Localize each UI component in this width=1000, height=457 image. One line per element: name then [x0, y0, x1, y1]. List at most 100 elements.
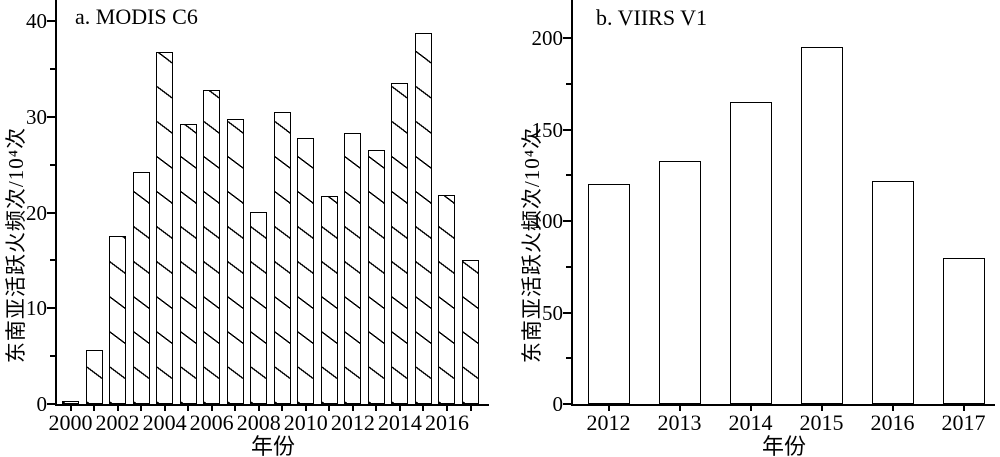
panel-a-y-tick-label: 20 — [26, 200, 47, 225]
panel-b-bar-2013 — [658, 160, 701, 404]
panel-a-x-tick — [445, 406, 448, 411]
panel-b-y-major-tick — [563, 403, 571, 405]
panel-b-y-minor-tick — [566, 357, 571, 360]
panel-a-x-tick — [163, 406, 166, 411]
panel-b-y-minor-tick — [566, 174, 571, 177]
panel-b-y-minor-tick — [566, 265, 571, 268]
panel-a-x-tick — [304, 406, 307, 411]
panel-a-y-minor-tick — [50, 163, 55, 166]
panel-a-bar-2003 — [132, 172, 150, 404]
panel-a-bar-2004 — [156, 51, 174, 404]
panel-a-bar-2000 — [62, 401, 79, 404]
panel-a-bar-2011 — [320, 196, 338, 404]
panel-a-x-tick-label: 2004 — [142, 410, 187, 435]
panel-a-x-tick — [375, 406, 378, 411]
panel-a-x-tick-label: 2014 — [377, 410, 422, 435]
panel-b-x-tick — [607, 406, 610, 411]
panel-a-x-tick-label: 2010 — [283, 410, 328, 435]
panel-b-y-major-tick — [563, 128, 571, 131]
panel-a-bar-2009 — [273, 111, 291, 404]
panel-b-y-major-tick — [563, 220, 571, 222]
panel-b-x-axis-line — [571, 404, 995, 406]
panel-a-x-tick — [422, 406, 425, 411]
panel-a-y-tick-label: 0 — [36, 392, 48, 416]
panel-b-x-tick-label: 2016 — [870, 410, 915, 435]
panel-a-x-axis-line — [55, 404, 489, 406]
panel-a-x-tick — [257, 406, 260, 411]
panel-b-y-tick-label: 50 — [542, 300, 563, 325]
panel-b-y-tick-label: 0 — [552, 392, 564, 416]
panel-a-x-tick-label: 2006 — [189, 410, 234, 435]
panel-a-y-major-tick — [47, 211, 55, 214]
panel-a-y-minor-tick — [50, 67, 55, 70]
panel-b-y-minor-tick — [566, 82, 571, 85]
panel-a-bar-2013 — [367, 150, 385, 404]
panel-b-x-tick-label: 2017 — [941, 410, 986, 435]
panel-a-y-major-tick — [47, 20, 55, 22]
panel-b-x-tick — [820, 406, 823, 411]
panel-b-title: b. VIIRS V1 — [596, 5, 708, 30]
panel-a-bar-2016 — [438, 195, 456, 404]
panel-a-x-tick-label: 2002 — [95, 410, 140, 435]
panel-b-bar-2012 — [587, 184, 630, 404]
panel-a-bar-2012 — [344, 133, 362, 404]
panel-a-bar-2002 — [109, 236, 127, 404]
panel-a-bar-2017 — [462, 260, 479, 404]
panel-a-x-tick — [281, 406, 284, 411]
panel-a-bar-2008 — [250, 211, 268, 404]
panel-b-x-tick — [749, 406, 752, 411]
panel-a-x-tick — [187, 406, 190, 411]
panel-a-x-tick-label: 2016 — [424, 410, 469, 435]
panel-a-x-tick — [210, 406, 213, 411]
panel-a-y-major-tick — [47, 115, 55, 118]
panel-b-y-major-tick — [563, 37, 571, 39]
panel-b-y-tick-label: 150 — [531, 117, 564, 142]
panel-b-x-tick-label: 2015 — [799, 410, 844, 435]
panel-b-x-tick-label: 2014 — [728, 410, 773, 435]
panel-a-y-tick-label: 10 — [26, 296, 47, 321]
panel-b-x-tick — [891, 406, 894, 411]
panel-a-bar-2014 — [391, 83, 409, 404]
panel-a-y-tick-label: 40 — [26, 9, 47, 33]
panel-a-x-tick — [234, 406, 237, 411]
panel-a-y-major-tick — [47, 403, 55, 405]
panel-b-y-tick-label: 200 — [531, 26, 564, 50]
panel-b-y-axis-label: 东南亚活跃火频次/10⁴次 — [520, 126, 544, 364]
panel-a-bar-2006 — [203, 89, 221, 404]
panel-b-x-tick — [962, 406, 965, 411]
panel-a-x-tick — [69, 406, 72, 411]
panel-a-bar-2001 — [85, 350, 103, 404]
panel-a-y-major-tick — [47, 307, 55, 310]
panel-a-x-tick — [116, 406, 119, 411]
panel-a-x-tick — [140, 406, 143, 411]
panel-a-y-axis-spine — [55, 0, 57, 406]
panel-a-x-tick — [351, 406, 354, 411]
panel-b-y-tick-label: 100 — [531, 209, 564, 233]
panel-b-bar-2016 — [871, 180, 914, 404]
panel-a-bar-2010 — [297, 137, 315, 404]
panel-a-x-tick-label: 2000 — [48, 410, 93, 435]
panel-a-title: a. MODIS C6 — [75, 4, 198, 29]
panel-b-x-tick-label: 2012 — [586, 410, 631, 435]
panel-a-x-axis-label: 年份 — [250, 434, 295, 457]
panel-a-x-tick — [328, 406, 331, 411]
panel-a-x-tick — [398, 406, 401, 411]
panel-a-y-axis-label: 东南亚活跃火频次/10⁴次 — [4, 126, 28, 364]
panel-a-x-tick — [93, 406, 96, 411]
panel-b-y-major-tick — [563, 311, 571, 314]
panel-a-y-minor-tick — [50, 259, 55, 262]
panel-b-bar-2014 — [729, 102, 772, 404]
panel-b-x-tick — [678, 406, 681, 411]
panel-b-bar-2017 — [942, 257, 985, 404]
panel-b-x-tick-label: 2013 — [657, 410, 702, 435]
panel-b-bar-2015 — [800, 47, 843, 404]
panel-a-y-minor-tick — [50, 355, 55, 358]
panel-a-bar-2015 — [414, 33, 432, 404]
panel-a-x-tick-label: 2012 — [330, 410, 375, 435]
panel-a-x-tick — [469, 406, 472, 411]
panel-a-bar-2005 — [179, 124, 197, 404]
panel-a-bar-2007 — [226, 118, 244, 404]
panel-b-y-axis-spine — [571, 0, 573, 406]
panel-a-y-tick-label: 30 — [26, 104, 47, 129]
